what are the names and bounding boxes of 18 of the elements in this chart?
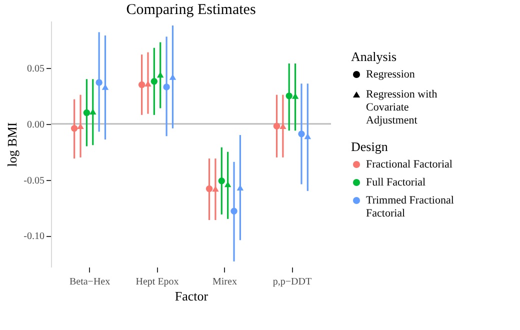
y-tick-label: 0.05	[27, 63, 44, 74]
x-tick-label: p,p−DDT	[272, 276, 312, 288]
text: Design	[351, 139, 388, 154]
text: Regression with Covariate Adjustment	[366, 88, 438, 126]
legend-label: Fractional Factorial	[366, 158, 452, 170]
y-tick-label: -0.05	[24, 175, 44, 186]
y-tick-label: -0.10	[24, 231, 44, 242]
y-axis-title: log BMI	[4, 122, 20, 167]
x-tick-label: Hept Epox	[136, 276, 179, 288]
x-axis-title: Factor	[174, 288, 209, 304]
y-tick-label: 0.00	[27, 119, 44, 130]
text: Analysis	[351, 49, 396, 64]
text: Regression	[366, 68, 416, 80]
legend-label: Trimmed Fractional Factorial	[366, 194, 454, 220]
x-tick-label: Mirex	[212, 276, 237, 288]
legend-label: Full Factorial	[366, 176, 426, 188]
x-tick-label: Beta−Hex	[69, 276, 110, 288]
chart-title: Comparing Estimates	[126, 2, 256, 18]
